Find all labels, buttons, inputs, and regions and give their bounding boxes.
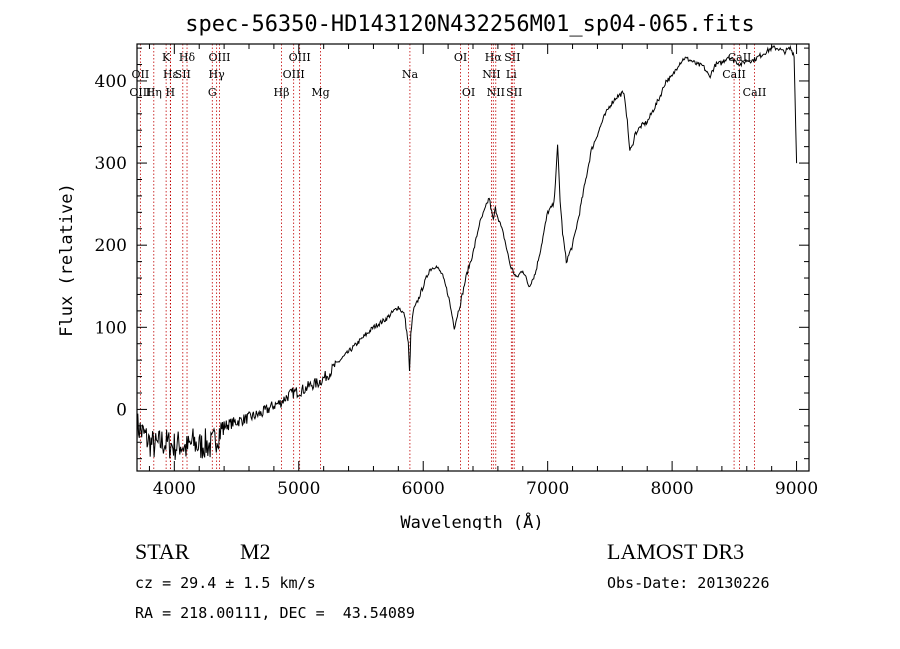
y-tick-label: 0 — [116, 400, 127, 420]
marker-label: OII — [132, 68, 150, 81]
marker-label: OIII — [208, 51, 230, 64]
plot-frame — [136, 43, 810, 472]
marker-label: OIII — [289, 51, 311, 64]
marker-label: H — [166, 86, 176, 99]
object-subclass: M2 — [240, 539, 271, 564]
marker-label: Hε — [163, 68, 179, 81]
survey-name: LAMOST DR3 — [607, 539, 745, 564]
redshift-readout: cz = 29.4 ± 1.5 km/s — [135, 574, 316, 592]
marker-label: Hα — [485, 51, 503, 64]
marker-label: Na — [402, 68, 419, 81]
obs-date: Obs-Date: 20130226 — [607, 574, 770, 592]
marker-label: SII — [504, 51, 520, 64]
marker-label: SII — [175, 68, 191, 81]
y-tick-label: 400 — [95, 72, 127, 92]
marker-label: Hβ — [274, 86, 290, 99]
x-tick-label: 5000 — [277, 479, 320, 499]
marker-label: CaII — [722, 68, 746, 81]
axis-ticks: 4000 5000 6000 7000 8000 9000 0 100 200 300 400 — [95, 44, 818, 499]
chart-title: spec-56350-HD143120N432256M01_sp04-065.f… — [185, 12, 755, 37]
x-tick-label: 6000 — [402, 479, 445, 499]
coordinates: RA = 218.00111, DEC = 43.54089 — [135, 604, 415, 622]
y-tick-label: 300 — [95, 154, 127, 174]
marker-label: OI — [462, 86, 475, 99]
marker-label: OIII — [283, 68, 305, 81]
y-axis-label: Flux (relative) — [57, 183, 77, 337]
marker-label: SII — [506, 86, 522, 99]
marker-label: Hη — [146, 86, 162, 99]
marker-label: OI — [454, 51, 467, 64]
object-class: STAR — [135, 539, 190, 564]
marker-label: G — [208, 86, 217, 99]
x-tick-label: 8000 — [650, 479, 693, 499]
marker-label: Hγ — [209, 68, 226, 81]
x-tick-label: 9000 — [775, 479, 818, 499]
x-tick-label: 4000 — [153, 479, 196, 499]
marker-label: CaII — [743, 86, 767, 99]
marker-label: NII — [482, 68, 500, 81]
spectrum-chart: spec-56350-HD143120N432256M01_sp04-065.f… — [57, 12, 818, 530]
marker-label: Hδ — [179, 51, 196, 64]
x-axis-label: Wavelength (Å) — [400, 511, 543, 530]
marker-label: K — [162, 51, 171, 64]
spectrum-line — [136, 44, 798, 460]
marker-label: CaII — [728, 51, 752, 64]
marker-label: OIII — [129, 86, 151, 99]
x-tick-label: 7000 — [526, 479, 569, 499]
marker-label: Mg — [311, 86, 329, 99]
y-tick-label: 200 — [95, 236, 127, 256]
marker-label: NII — [487, 86, 505, 99]
marker-label: Li — [506, 68, 517, 81]
y-tick-label: 100 — [95, 318, 127, 338]
